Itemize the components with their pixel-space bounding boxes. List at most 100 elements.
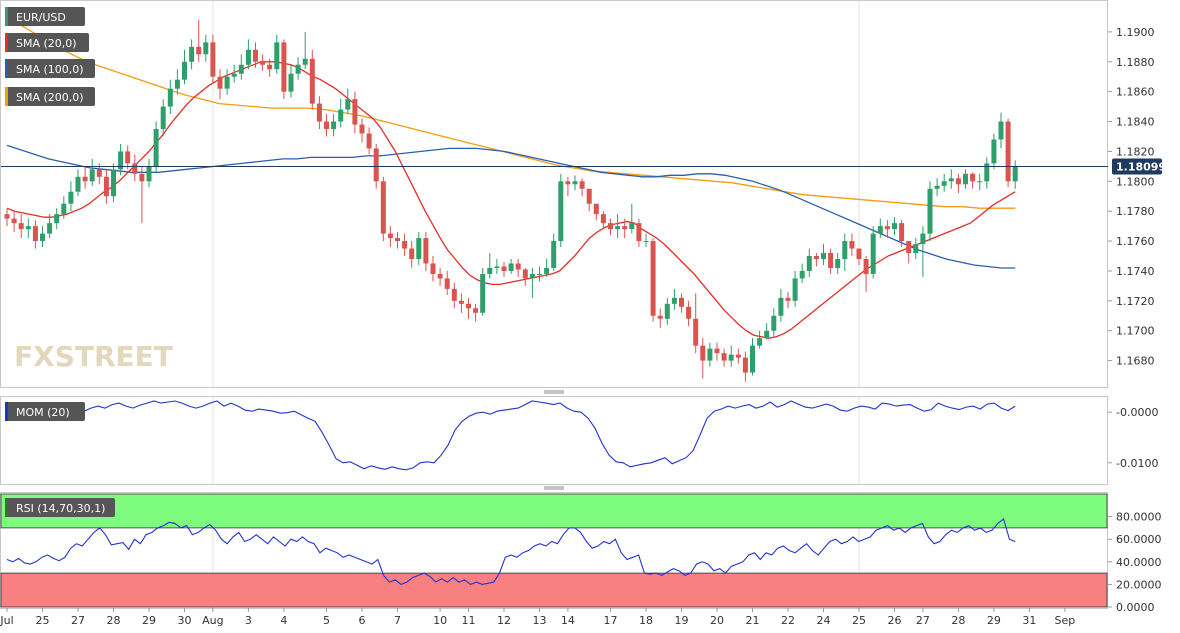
y-tick-label: 1.1740 — [1116, 265, 1155, 278]
candle-body — [430, 263, 436, 274]
candle-body — [89, 169, 95, 182]
x-tick-label: 28 — [107, 614, 121, 627]
x-tick-label: 11 — [462, 614, 476, 627]
candle-body — [643, 241, 649, 243]
candle-body — [288, 73, 294, 92]
candle-body — [572, 181, 578, 185]
candle-body — [281, 42, 287, 92]
mom-line — [6, 400, 1016, 471]
candle-body — [707, 348, 713, 361]
x-tick-label: 7 — [394, 614, 401, 627]
x-tick-label: 30 — [178, 614, 192, 627]
candle-body — [210, 42, 216, 77]
candle-body — [593, 203, 599, 215]
candle-body — [906, 241, 912, 254]
y-tick-label: 1.1820 — [1116, 145, 1155, 158]
sma-lines — [6, 16, 1016, 339]
candle-body — [615, 226, 621, 230]
candle-body — [984, 163, 990, 182]
x-tick-label: 31 — [1022, 614, 1036, 627]
candle-body — [366, 133, 372, 149]
legend-sma100-label: SMA (100,0) — [16, 63, 84, 76]
candle-body — [501, 266, 507, 271]
candle-body — [835, 258, 841, 268]
x-tick-label: 14 — [561, 614, 575, 627]
y-tick-label: 1.1780 — [1116, 205, 1155, 218]
candle-body — [437, 273, 443, 279]
candle-body — [345, 99, 351, 110]
x-tick-label: 6 — [359, 614, 366, 627]
legend-mom-bg — [5, 402, 85, 421]
mom-panel-resize-handle[interactable] — [544, 486, 564, 490]
rsi-line — [6, 517, 1016, 586]
candle-body — [529, 273, 535, 279]
candle-body — [856, 248, 862, 259]
candle-body — [608, 223, 613, 230]
candle-body — [309, 58, 315, 104]
candle-body — [167, 88, 173, 107]
candle-body — [863, 258, 869, 274]
y-tick-label: 80.0000 — [1116, 511, 1162, 524]
y-tick-label: 20.0000 — [1116, 578, 1162, 591]
x-tick-label: 26 — [888, 614, 902, 627]
price-panel-resize-handle[interactable] — [544, 390, 564, 394]
candle-body — [941, 181, 947, 186]
legend-badges: EUR/USD SMA (20,0) SMA (100,0) SMA (200,0) M… — [5, 7, 115, 517]
candle-body — [132, 163, 138, 174]
candle-body — [68, 191, 74, 204]
candle-body — [551, 241, 557, 268]
legend-eurusd-bg — [5, 7, 85, 26]
candle-body — [792, 278, 798, 301]
candle-body — [18, 223, 24, 230]
last-price-label: 1.18099 — [1116, 161, 1166, 174]
candle-body — [416, 238, 422, 259]
candle-body — [728, 354, 734, 361]
y-tick-label: 1.1900 — [1116, 26, 1155, 39]
candle-body — [295, 64, 301, 74]
candle-body — [40, 233, 45, 242]
candle-body — [693, 318, 699, 346]
candle-body — [579, 181, 585, 189]
candle-body — [75, 176, 81, 192]
candle-body — [927, 188, 933, 234]
y-tick-label: -0.0100 — [1116, 457, 1158, 470]
y-tick-label: -0.0000 — [1116, 406, 1158, 419]
y-tick-label: 0.0000 — [1116, 601, 1155, 614]
candle-body — [260, 61, 266, 65]
legend-sma20-label: SMA (20,0) — [16, 37, 77, 50]
x-tick-label: 25 — [852, 614, 866, 627]
candle-body — [1012, 166, 1018, 182]
candle-body — [664, 303, 670, 319]
candle-body — [352, 99, 358, 125]
last-price-line: 1.18099 — [1, 158, 1166, 175]
x-tick-label: 29 — [987, 614, 1001, 627]
legend-mom-swatch — [5, 402, 8, 421]
candle-body — [82, 176, 88, 182]
candle-body — [61, 203, 67, 215]
x-tick-label: Aug — [202, 614, 223, 627]
candle-body — [423, 238, 429, 264]
candle-body — [813, 256, 819, 259]
candle-body — [629, 223, 635, 230]
candle-body — [622, 226, 628, 230]
candle-body — [884, 226, 890, 230]
candle-body — [636, 223, 642, 242]
candle-body — [174, 79, 180, 89]
sma20-line — [6, 61, 1016, 339]
x-tick-label: 18 — [639, 614, 653, 627]
candle-body — [125, 151, 131, 164]
candle-body — [402, 241, 408, 249]
price-panel-frame — [0, 0, 1108, 388]
x-tick-label: 27 — [916, 614, 930, 627]
candle-body — [771, 315, 777, 331]
legend-sma200-label: SMA (200,0) — [16, 91, 84, 104]
y-tick-label: 60.0000 — [1116, 533, 1162, 546]
candle-body — [338, 109, 344, 122]
y-tick-label: 1.1800 — [1116, 175, 1155, 188]
x-tick-label: 13 — [533, 614, 547, 627]
candle-body — [842, 241, 848, 259]
candle-body — [742, 357, 748, 373]
candle-body — [96, 169, 102, 177]
candle-body — [750, 345, 755, 373]
